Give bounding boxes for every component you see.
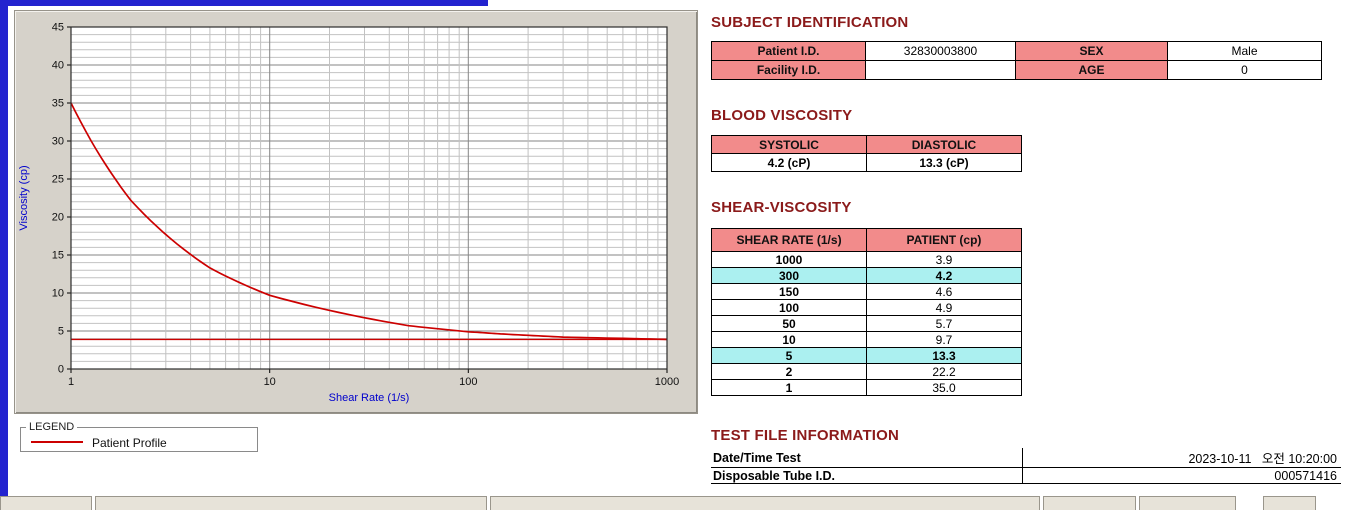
age-value: 0 <box>1167 60 1322 80</box>
patient-cp-cell: 35.0 <box>866 379 1022 396</box>
table-header-row: SHEAR RATE (1/s) PATIENT (cp) <box>711 228 1022 252</box>
legend-title: LEGEND <box>29 421 75 433</box>
shear-rate-cell: 50 <box>711 315 867 332</box>
shear-viscosity-table: SHEAR RATE (1/s) PATIENT (cp) 1000 3.9 300… <box>711 228 1022 396</box>
shear-row: 1 35.0 <box>711 379 1022 396</box>
patient-cp-cell: 5.7 <box>866 315 1022 332</box>
patient-cp-cell: 4.2 <box>866 267 1022 284</box>
shear-rate-header: SHEAR RATE (1/s) <box>711 228 867 252</box>
table-row: SYSTOLIC DIASTOLIC <box>711 135 1022 154</box>
shear-rate-cell: 10 <box>711 331 867 348</box>
svg-text:100: 100 <box>459 376 477 388</box>
shear-row: 100 4.9 <box>711 299 1022 316</box>
window-edge-left <box>0 0 8 508</box>
shear-row: 50 5.7 <box>711 315 1022 332</box>
shear-rate-cell: 300 <box>711 267 867 284</box>
shear-row: 1000 3.9 <box>711 251 1022 268</box>
shear-row: 5 13.3 <box>711 347 1022 364</box>
bottom-partial-button[interactable] <box>1043 496 1136 510</box>
window-edge-top <box>8 0 488 6</box>
patient-cp-cell: 22.2 <box>866 363 1022 380</box>
diastolic-header: DIASTOLIC <box>866 135 1022 154</box>
shear-rate-cell: 100 <box>711 299 867 316</box>
svg-text:Viscosity (cp): Viscosity (cp) <box>18 165 30 230</box>
svg-text:25: 25 <box>52 174 64 186</box>
svg-text:10: 10 <box>52 288 64 300</box>
shear-rate-cell: 1 <box>711 379 867 396</box>
bottom-partial-panel[interactable] <box>95 496 487 510</box>
shear-row: 150 4.6 <box>711 283 1022 300</box>
facility-id-value <box>865 60 1016 80</box>
svg-text:15: 15 <box>52 250 64 262</box>
svg-text:0: 0 <box>58 364 64 376</box>
bottom-partial-panel[interactable] <box>490 496 1040 510</box>
date-time-test-value: 2023-10-11 오전 10:20:00 <box>1021 448 1341 468</box>
legend-series-label: Patient Profile <box>92 435 167 450</box>
patient-cp-header: PATIENT (cp) <box>866 228 1022 252</box>
svg-text:45: 45 <box>52 22 64 34</box>
table-row: Date/Time Test 2023-10-11 오전 10:20:00 <box>711 448 1341 468</box>
table-row: Patient I.D. 32830003800 SEX Male <box>711 41 1322 61</box>
bottom-partial-button[interactable] <box>1139 496 1236 510</box>
patient-cp-cell: 13.3 <box>866 347 1022 364</box>
patient-cp-cell: 4.6 <box>866 283 1022 300</box>
svg-text:1: 1 <box>68 376 74 388</box>
svg-text:35: 35 <box>52 98 64 110</box>
patient-cp-cell: 4.9 <box>866 299 1022 316</box>
svg-text:40: 40 <box>52 60 64 72</box>
bottom-partial-button[interactable] <box>0 496 92 510</box>
systolic-value: 4.2 (cP) <box>711 153 867 172</box>
shear-rate-cell: 2 <box>711 363 867 380</box>
table-row: Disposable Tube I.D. 000571416 <box>711 467 1341 484</box>
shear-row: 10 9.7 <box>711 331 1022 348</box>
shear-row: 300 4.2 <box>711 267 1022 284</box>
svg-text:1000: 1000 <box>655 376 679 388</box>
age-label: AGE <box>1015 60 1168 80</box>
patient-id-label: Patient I.D. <box>711 41 866 61</box>
sex-label: SEX <box>1015 41 1168 61</box>
blood-viscosity-title: BLOOD VISCOSITY <box>711 107 853 124</box>
patient-cp-cell: 9.7 <box>866 331 1022 348</box>
svg-text:30: 30 <box>52 136 64 148</box>
sex-value: Male <box>1167 41 1322 61</box>
svg-text:20: 20 <box>52 212 64 224</box>
patient-cp-cell: 3.9 <box>866 251 1022 268</box>
systolic-header: SYSTOLIC <box>711 135 867 154</box>
report-column: SUBJECT IDENTIFICATION Patient I.D. 3283… <box>711 14 1356 484</box>
shear-viscosity-body: 1000 3.9 300 4.2 150 4.6 100 4.9 50 5.7 10 9.7 5 13.3… <box>711 251 1022 396</box>
disposable-tube-id-value: 000571416 <box>1021 467 1341 484</box>
svg-text:5: 5 <box>58 326 64 338</box>
shear-rate-cell: 5 <box>711 347 867 364</box>
subject-identification-title: SUBJECT IDENTIFICATION <box>711 14 909 31</box>
diastolic-value: 13.3 (cP) <box>866 153 1022 172</box>
table-row: Facility I.D. AGE 0 <box>711 60 1322 80</box>
patient-profile-line-sample <box>31 440 83 443</box>
table-row: 4.2 (cP) 13.3 (cP) <box>711 153 1022 172</box>
patient-id-value: 32830003800 <box>865 41 1016 61</box>
subject-identification-table: Patient I.D. 32830003800 SEX Male Facili… <box>711 41 1322 80</box>
disposable-tube-id-label: Disposable Tube I.D. <box>711 467 1022 484</box>
viscosity-chart-panel: 0 5 10 15 20 25 30 35 40 45 1 10 100 1000 Shear Rate (… <box>14 10 698 414</box>
legend-box: LEGEND Patient Profile <box>20 421 258 452</box>
shear-rate-cell: 150 <box>711 283 867 300</box>
shear-row: 2 22.2 <box>711 363 1022 380</box>
svg-text:Shear Rate (1/s): Shear Rate (1/s) <box>329 392 410 404</box>
shear-viscosity-title: SHEAR-VISCOSITY <box>711 199 852 216</box>
date-time-test-label: Date/Time Test <box>711 448 1022 468</box>
viscosity-chart: 0 5 10 15 20 25 30 35 40 45 1 10 100 1000 Shear Rate (… <box>18 22 679 405</box>
shear-rate-cell: 1000 <box>711 251 867 268</box>
bottom-partial-button[interactable] <box>1263 496 1316 510</box>
test-file-information-title: TEST FILE INFORMATION <box>711 427 900 444</box>
blood-viscosity-table: SYSTOLIC DIASTOLIC 4.2 (cP) 13.3 (cP) <box>711 135 1022 172</box>
svg-text:10: 10 <box>264 376 276 388</box>
test-file-information-table: Date/Time Test 2023-10-11 오전 10:20:00 Di… <box>711 448 1341 484</box>
facility-id-label: Facility I.D. <box>711 60 866 80</box>
